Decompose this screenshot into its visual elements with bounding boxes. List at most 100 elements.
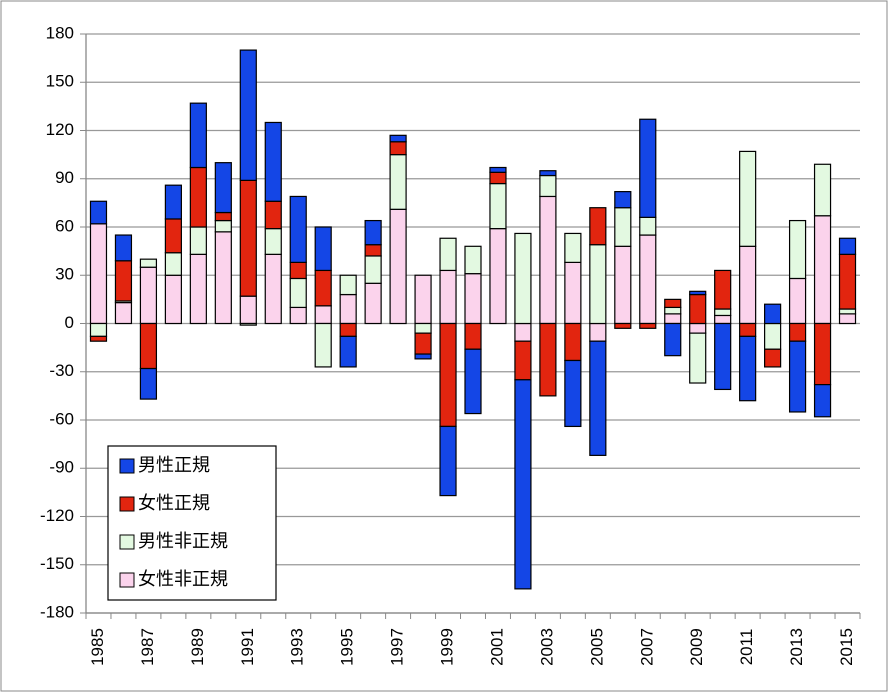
y-tick-label: 30 [55, 265, 74, 284]
bar-segment [214, 219, 232, 233]
bar-segment [788, 340, 807, 413]
bar-segment [414, 332, 432, 355]
bar-segment [439, 237, 457, 272]
bar-segment [339, 293, 357, 325]
bar-segment [89, 223, 108, 325]
bar-segment [788, 322, 807, 342]
bar-segment [314, 322, 332, 368]
x-tick-label: 2005 [587, 628, 606, 666]
legend-box [107, 445, 277, 601]
bar-segment [813, 322, 832, 386]
y-tick-label: 120 [46, 120, 74, 139]
bar-segment [739, 150, 757, 247]
bar-segment [614, 245, 632, 325]
x-tick-label: 2003 [537, 628, 556, 666]
x-tick-label: 2013 [787, 628, 806, 666]
bar-segment [489, 171, 507, 185]
bar-segment [439, 269, 457, 325]
bar-segment [564, 261, 582, 325]
bar-segment [664, 306, 682, 315]
bar-segment [364, 255, 382, 284]
bar-segment [539, 170, 557, 177]
bar-segment [314, 226, 332, 272]
bar-segment [389, 134, 407, 143]
bar-segment [314, 305, 332, 325]
bar-segment [414, 353, 432, 360]
bar-segment [364, 244, 382, 257]
bar-segment [289, 261, 307, 280]
x-tick-label: 2007 [637, 628, 656, 666]
y-tick-label: 60 [55, 216, 74, 235]
bar-segment [813, 215, 832, 325]
bar-segment [139, 258, 158, 268]
bar-segment [639, 322, 657, 329]
bar-segment [589, 244, 607, 325]
bar-segment [264, 121, 282, 202]
bar-segment [389, 154, 407, 210]
bar-segment [364, 219, 382, 246]
bar-segment [614, 207, 632, 247]
bar-segment [289, 306, 307, 325]
bar-segment [164, 274, 182, 325]
bar-segment [689, 332, 707, 384]
bar-segment [189, 226, 207, 255]
bar-segment [489, 166, 507, 173]
bar-segment [639, 216, 657, 236]
bar-segment [714, 322, 732, 391]
bar-segment [739, 335, 757, 402]
bar-segment [614, 322, 632, 329]
bar-segment [364, 282, 382, 325]
x-tick-label: 2011 [737, 629, 756, 666]
y-tick-label: -120 [40, 506, 74, 525]
bar-segment [539, 322, 557, 397]
bar-segment [339, 274, 357, 296]
bar-segment [114, 301, 133, 325]
bar-segment [838, 313, 857, 325]
bar-segment [239, 179, 257, 297]
bar-segment [689, 293, 707, 325]
bar-segment [464, 245, 482, 275]
bar-segment [339, 335, 357, 368]
bar-segment [214, 162, 232, 214]
bar-segment [539, 195, 557, 325]
bar-segment [639, 234, 657, 325]
bar-segment [813, 163, 832, 217]
bar-segment [514, 379, 532, 590]
bar-segment [589, 340, 607, 456]
bar-segment [289, 195, 307, 263]
y-tick-label: 0 [65, 313, 74, 332]
bar-segment [514, 232, 532, 325]
y-tick-label: -150 [40, 554, 74, 573]
x-tick-label: 1989 [188, 628, 207, 666]
bar-segment [264, 228, 282, 255]
bar-segment [389, 141, 407, 156]
legend-swatch [119, 572, 135, 588]
y-tick-label: 180 [46, 23, 74, 42]
bar-segment [289, 277, 307, 309]
bar-segment [239, 322, 257, 326]
x-tick-label: 2001 [487, 628, 506, 666]
bar-segment [838, 308, 857, 315]
bar-segment [764, 303, 782, 325]
bar-segment [414, 322, 432, 334]
bar-segment [464, 322, 482, 350]
bar-segment [114, 234, 133, 262]
bar-segment [489, 182, 507, 230]
bar-segment [239, 295, 257, 325]
bar-segment [539, 174, 557, 198]
bar-segment [89, 335, 108, 342]
bar-segment [164, 184, 182, 220]
bar-segment [714, 314, 732, 325]
bar-segment [464, 273, 482, 325]
bar-segment [189, 102, 207, 169]
bar-segment [464, 348, 482, 415]
bar-segment [689, 322, 707, 334]
bar-segment [239, 49, 257, 181]
bar-segment [189, 166, 207, 228]
bar-segment [739, 322, 757, 337]
bar-segment [514, 340, 532, 381]
x-tick-label: 1995 [338, 628, 357, 666]
bar-segment [714, 269, 732, 310]
bar-segment [639, 118, 657, 218]
